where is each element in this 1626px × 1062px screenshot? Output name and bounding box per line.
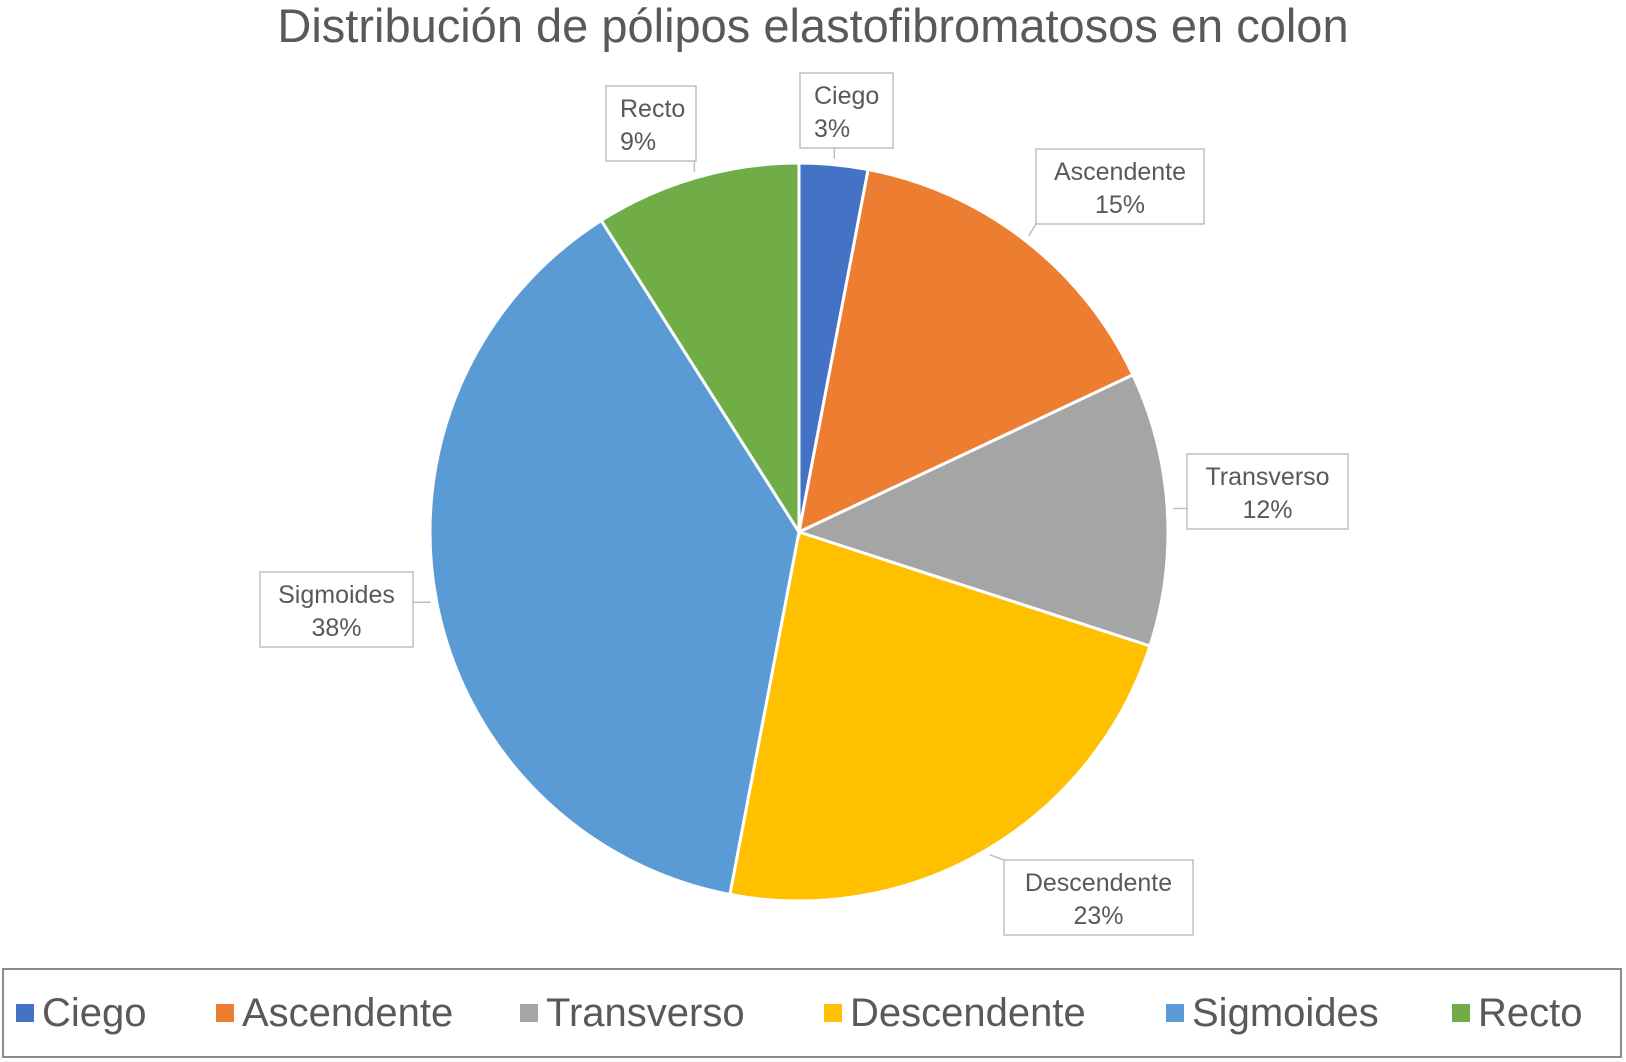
legend-label: Descendente [850, 990, 1086, 1035]
legend-label: Transverso [546, 990, 745, 1035]
data-label-name-ciego: Ciego [814, 82, 879, 110]
pie-slice-descendente [728, 530, 1152, 903]
pie-chart: Ciego 3% Ascendente 15% Transverso 12% Descend… [259, 72, 1349, 936]
legend-item-ciego: Ciego [16, 970, 147, 1056]
data-label-name-transverso: Transverso [1205, 463, 1329, 491]
callout-box-ciego [799, 72, 894, 149]
callout-box-descendente [1003, 859, 1194, 936]
callout-box-sigmoides [259, 571, 414, 648]
pie-slice-ascendente [796, 167, 1135, 535]
callout-leader-descendente [989, 854, 1005, 861]
legend-label: Ciego [42, 990, 147, 1035]
legend: Ciego Ascendente Transverso Descendente Sigm… [2, 968, 1622, 1058]
legend-swatch [824, 1004, 842, 1022]
legend-item-descendente: Descendente [824, 970, 1086, 1056]
data-label-value-transverso: 12% [1242, 496, 1292, 524]
legend-label: Ascendente [242, 990, 454, 1035]
pie-slices [428, 161, 1170, 903]
callout-box-ascendente [1035, 148, 1205, 225]
data-label-callouts: Ciego 3% Ascendente 15% Transverso 12% Descend… [259, 72, 1349, 936]
legend-item-recto: Recto [1452, 970, 1583, 1056]
data-label-name-descendente: Descendente [1025, 869, 1172, 897]
callout-leader-ascendente [1028, 223, 1037, 237]
data-label-value-ciego: 3% [814, 115, 850, 143]
data-label-value-recto: 9% [620, 128, 656, 156]
legend-swatch [216, 1004, 234, 1022]
pie-slice-recto [599, 161, 801, 538]
callout-box-recto [605, 85, 697, 162]
data-label-name-recto: Recto [620, 95, 685, 123]
legend-item-sigmoides: Sigmoides [1166, 970, 1379, 1056]
callout-box-transverso [1186, 453, 1349, 530]
legend-swatch [1452, 1004, 1470, 1022]
data-label-value-ascendente: 15% [1095, 191, 1145, 219]
legend-item-transverso: Transverso [520, 970, 745, 1056]
legend-swatch [1166, 1004, 1184, 1022]
legend-swatch [520, 1004, 538, 1022]
pie-slice-transverso [794, 372, 1170, 648]
legend-item-ascendente: Ascendente [216, 970, 453, 1056]
legend-label: Sigmoides [1192, 990, 1379, 1035]
data-label-name-ascendente: Ascendente [1054, 158, 1186, 186]
data-label-value-descendente: 23% [1073, 902, 1123, 930]
legend-label: Recto [1478, 990, 1583, 1035]
chart-title: Distribución de pólipos elastofibromatos… [277, 0, 1349, 52]
data-label-name-sigmoides: Sigmoides [278, 581, 395, 609]
legend-swatch [16, 1004, 34, 1022]
data-label-value-sigmoides: 38% [311, 614, 361, 642]
